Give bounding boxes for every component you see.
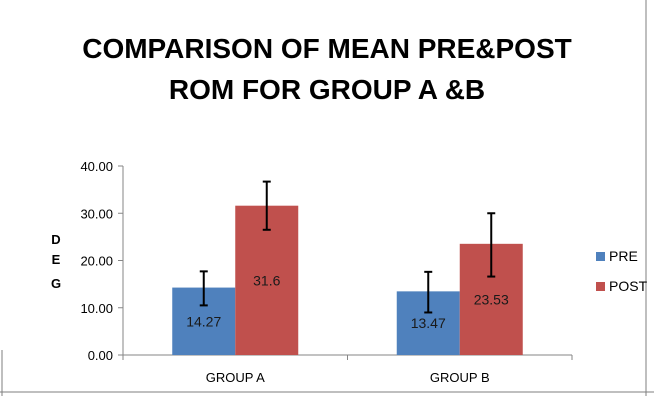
data-label: 14.27 — [186, 313, 221, 329]
data-label: 23.53 — [474, 291, 509, 307]
legend-label: POST — [609, 278, 648, 294]
y-tick-label: 30.00 — [80, 206, 113, 221]
y-tick-label: 0.00 — [88, 348, 113, 363]
y-axis-label-letter: D — [51, 232, 60, 247]
x-category-label: GROUP A — [206, 370, 265, 385]
data-label: 31.6 — [253, 272, 280, 288]
x-category-label: GROUP B — [430, 370, 490, 385]
y-axis-label-letter: E — [52, 252, 61, 267]
y-tick-label: 20.00 — [80, 254, 113, 269]
y-tick-label: 10.00 — [80, 301, 113, 316]
legend-swatch — [596, 282, 605, 291]
data-label: 13.47 — [411, 315, 446, 331]
legend-label: PRE — [609, 248, 638, 264]
y-tick-label: 40.00 — [80, 159, 113, 174]
y-axis-label-letter: G — [51, 276, 61, 291]
chart-title-line: COMPARISON OF MEAN PRE&POST — [82, 33, 572, 64]
chart-title-line: ROM FOR GROUP A &B — [169, 74, 485, 105]
legend-swatch — [596, 252, 605, 261]
